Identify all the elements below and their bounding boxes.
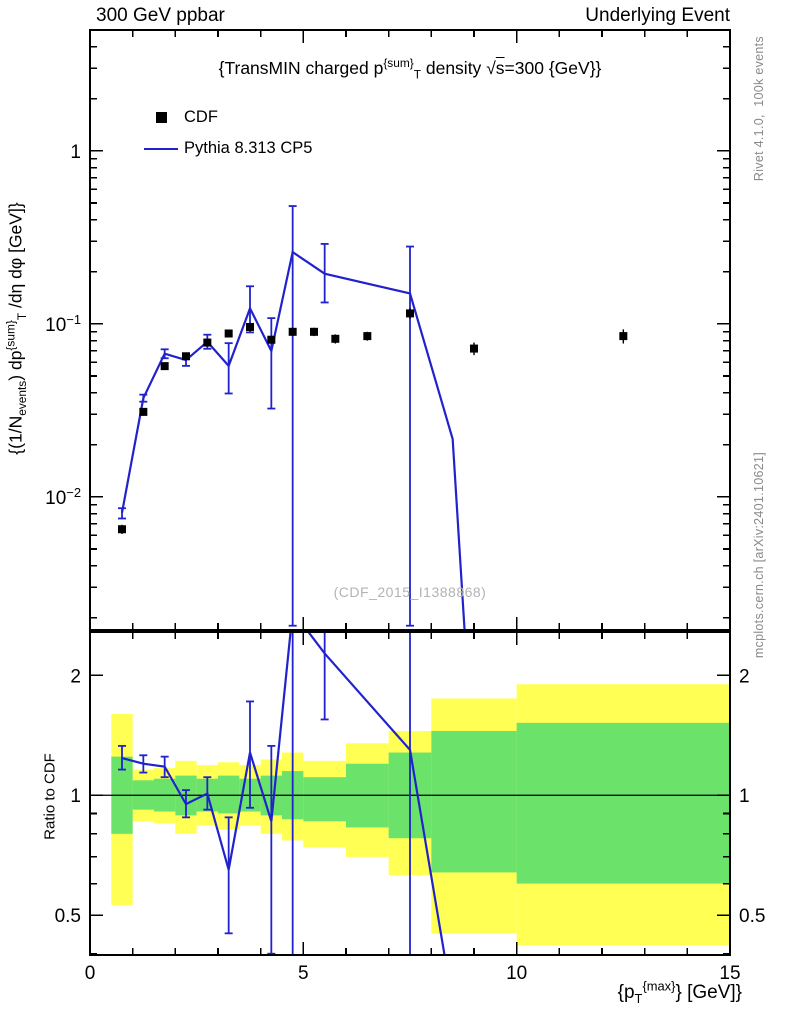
uncertainty-band-inner [431, 730, 517, 873]
legend-item-cdf: CDF [142, 102, 312, 133]
uncertainty-band-inner [218, 775, 240, 814]
legend-item-pythia: Pythia 8.313 CP5 [142, 133, 312, 164]
y-axis-label-ratio: Ratio to CDF [41, 753, 59, 840]
uncertainty-band-inner [516, 722, 730, 884]
svg-text:0.5: 0.5 [55, 906, 81, 927]
ratio-ticks [89, 632, 731, 955]
svg-text:1: 1 [70, 786, 81, 807]
svg-text:2: 2 [70, 666, 81, 687]
main-ticks [89, 29, 731, 630]
cdf-square-marker-icon [142, 112, 180, 123]
legend-label-pythia: Pythia 8.313 CP5 [184, 139, 313, 157]
svg-text:1: 1 [739, 786, 750, 807]
svg-text:10−2: 10−2 [45, 485, 81, 509]
series-pythia-8-313-cp5 [118, 205, 466, 630]
uncertainty-band-inner [303, 777, 346, 822]
pythia-line-icon [142, 147, 180, 150]
ratio-frame [89, 631, 731, 956]
svg-text:15: 15 [719, 963, 740, 984]
header-analysis-label: Underlying Event [585, 5, 730, 26]
svg-text:1: 1 [70, 142, 81, 163]
legend: CDF Pythia 8.313 CP5 [142, 102, 312, 164]
mcplots-arxiv-note: mcplots.cern.ch [arXiv:2401.10621] [752, 452, 766, 659]
rivet-version-note: Rivet 4.1.0, 100k events [752, 36, 766, 182]
x-axis-label: {pT{max}} [GeV]} [617, 978, 742, 1006]
analysis-id-watermark: (CDF_2015_I1388868) [333, 584, 487, 600]
svg-text:0.5: 0.5 [739, 906, 765, 927]
svg-text:0: 0 [85, 963, 96, 984]
main-frame [89, 29, 731, 631]
ratio-data-layer [90, 632, 730, 955]
y-axis-label-main: {(1/Nevents) dp{sum}T /dη dφ [GeV]} [3, 202, 29, 455]
legend-label-cdf: CDF [184, 108, 218, 126]
main-data-layer [118, 205, 628, 630]
svg-text:10: 10 [506, 963, 527, 984]
header-beam-label: 300 GeV ppbar [96, 5, 225, 26]
series-pythia-8-313-cp5 [118, 632, 446, 955]
svg-text:5: 5 [298, 963, 309, 984]
series-cdf [118, 308, 628, 535]
svg-text:10−1: 10−1 [45, 312, 81, 336]
svg-text:2: 2 [739, 666, 750, 687]
plot-title: {TransMIN charged p{sum}T density √s=300… [218, 56, 602, 82]
